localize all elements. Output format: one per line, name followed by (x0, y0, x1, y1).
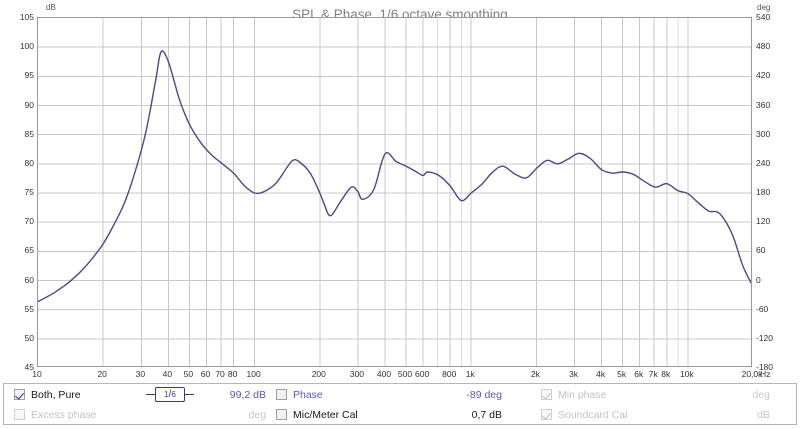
mic-meter-cal-checkbox-box[interactable] (276, 409, 287, 420)
x-axis-tick: 8k (661, 369, 671, 379)
right-axis-tick: 540 (756, 12, 771, 22)
left-axis-tick: 55 (24, 303, 34, 314)
soundcard-cal-unit: dB (757, 408, 770, 421)
spl-value: 99,2 dB (229, 388, 266, 401)
mic-meter-cal-label: Mic/Meter Cal (293, 408, 358, 421)
x-axis-tick: 2k (530, 369, 540, 379)
right-axis-tick: 180 (756, 187, 771, 197)
control-row-1: Both, Pure 1/6 99,2 dB Phase -89 deg (4, 384, 796, 405)
right-axis-tick: -60 (756, 303, 769, 314)
x-axis-tick: 10 (32, 369, 42, 379)
x-axis-tick: 50 (183, 369, 194, 379)
phase-value-cell: -89 deg (436, 384, 502, 405)
smoothing-decrement-arrow-icon[interactable] (146, 393, 155, 396)
min-phase-checkbox: Min phase (541, 384, 606, 405)
right-axis-tick: 360 (756, 99, 771, 110)
x-axis-tick: 4k (596, 369, 606, 379)
excess-phase-checkbox-box (14, 409, 25, 420)
smoothing-stepper[interactable]: 1/6 (142, 386, 198, 403)
left-axis-tick: 80 (24, 157, 34, 168)
x-axis-tick: 20,0k (741, 369, 763, 379)
x-axis-unit-label: Hz (760, 369, 771, 379)
left-axis-tick: 90 (24, 99, 34, 110)
x-axis-tick: 60 (200, 369, 211, 379)
excess-phase-unit: deg (248, 408, 266, 421)
x-axis-tick: 5k (617, 369, 627, 379)
control-panel: Both, Pure 1/6 99,2 dB Phase -89 deg (3, 383, 797, 425)
x-axis-tick: 600 (415, 369, 430, 379)
mic-meter-cal-value: 0,7 dB (471, 408, 502, 421)
left-axis-tick: 100 (19, 41, 34, 52)
both-pure-checkbox-box[interactable] (14, 389, 25, 400)
soundcard-cal-label: Soundcard Cal (558, 408, 628, 421)
smoothing-value-box[interactable]: 1/6 (155, 387, 185, 402)
x-axis-tick: 300 (349, 369, 365, 379)
phase-checkbox-box[interactable] (276, 389, 287, 400)
x-axis-tick: 100 (246, 369, 261, 379)
mic-meter-cal-value-cell: 0,7 dB (436, 404, 502, 425)
x-axis-tick: 3k (569, 369, 579, 379)
x-axis-tick: 10k (679, 369, 694, 379)
x-axis-tick: 400 (376, 369, 392, 379)
left-axis-tick: 60 (24, 274, 34, 285)
soundcard-cal-unit-cell: dB (704, 404, 770, 425)
right-axis-tick: 300 (756, 128, 771, 139)
phase-checkbox[interactable]: Phase (276, 384, 323, 405)
left-axis-tick: 45 (24, 362, 34, 372)
right-axis-tick: 0 (756, 274, 761, 285)
smoothing-denominator: 6 (171, 390, 176, 399)
min-phase-checkbox-box (541, 389, 552, 400)
x-axis-tick: 30 (135, 369, 146, 379)
soundcard-cal-checkbox-box (541, 409, 552, 420)
right-axis-tick: 420 (756, 70, 771, 81)
mic-meter-cal-checkbox[interactable]: Mic/Meter Cal (276, 404, 358, 425)
smoothing-numerator: 1 (164, 390, 169, 399)
right-axis-tick: -180 (756, 362, 774, 372)
x-axis-tick: 500 (397, 369, 413, 379)
right-axis-tick: 120 (756, 216, 771, 227)
left-axis-tick: 95 (24, 70, 34, 81)
x-axis-tick: 6k (634, 369, 644, 379)
soundcard-cal-checkbox: Soundcard Cal (541, 404, 627, 425)
right-axis-unit-label: deg (757, 3, 771, 12)
left-axis-unit-label: dB (46, 3, 56, 12)
x-axis-tick: 80 (227, 369, 238, 379)
left-axis-tick: 75 (24, 187, 34, 197)
left-axis-tick: 50 (24, 332, 34, 343)
phase-label: Phase (293, 388, 323, 401)
right-axis-tick: -120 (756, 332, 774, 343)
spl-response-curve (38, 50, 751, 303)
right-axis-tick: 240 (756, 157, 771, 168)
plot-area[interactable] (37, 17, 752, 367)
left-axis-tick: 105 (19, 12, 34, 22)
left-axis-tick: 65 (24, 245, 34, 256)
both-pure-checkbox[interactable]: Both, Pure (14, 384, 81, 405)
min-phase-label: Min phase (558, 388, 607, 401)
right-axis-tick: 60 (756, 245, 766, 256)
min-phase-unit-cell: deg (704, 384, 770, 405)
chart-region: dB deg SPL & Phase, 1/6 octave smoothing… (19, 3, 774, 379)
x-axis-tick: 20 (97, 369, 107, 379)
smoothing-increment-arrow-icon[interactable] (185, 393, 194, 396)
phase-value: -89 deg (466, 388, 502, 401)
spl-curve-plot (38, 18, 751, 366)
horizontal-gridlines (38, 46, 751, 340)
both-pure-label: Both, Pure (31, 388, 81, 401)
spl-value-cell: 99,2 dB (200, 384, 266, 405)
x-axis-tick: 1k (465, 369, 475, 379)
x-axis-tick: 40 (162, 369, 173, 379)
excess-phase-label: Excess phase (31, 408, 97, 421)
x-axis-tick: 70 (215, 369, 225, 379)
left-axis-tick: 85 (24, 128, 34, 139)
left-axis-tick: 70 (24, 216, 34, 227)
x-axis-tick: 800 (442, 369, 457, 379)
excess-phase-checkbox: Excess phase (14, 404, 96, 425)
x-axis-tick: 200 (311, 369, 326, 379)
x-axis-tick: 7k (648, 369, 658, 379)
min-phase-unit: deg (752, 388, 770, 401)
control-row-2: Excess phase deg Mic/Meter Cal 0,7 dB So… (4, 404, 796, 425)
right-axis-tick: 480 (756, 41, 771, 52)
excess-phase-unit-cell: deg (200, 404, 266, 425)
